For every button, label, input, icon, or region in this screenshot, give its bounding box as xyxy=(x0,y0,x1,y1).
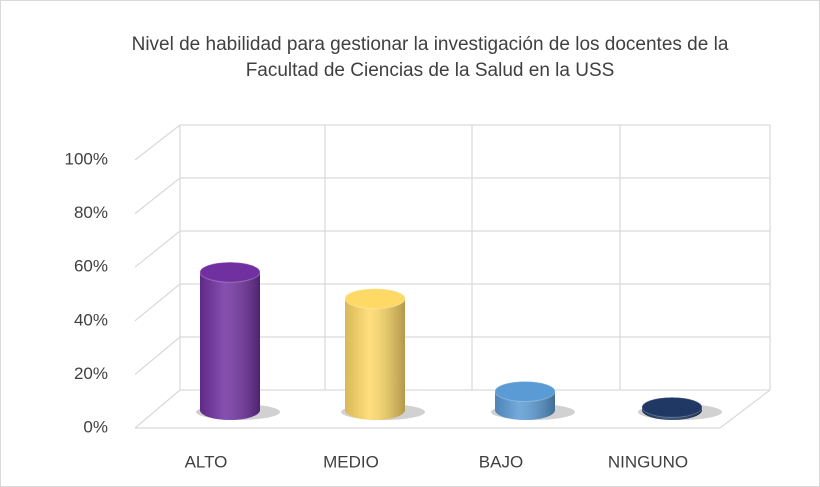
y-tick-label: 20% xyxy=(74,364,108,383)
y-tick-label: 40% xyxy=(74,310,108,329)
x-tick-label: MEDIO xyxy=(323,452,379,471)
x-tick-label: BAJO xyxy=(479,452,523,471)
x-tick-label: NINGUNO xyxy=(608,452,688,471)
bar-shading xyxy=(345,288,405,420)
y-tick-label: 0% xyxy=(83,417,108,436)
chart-title: Nivel de habilidad para gestionar la inv… xyxy=(131,34,729,81)
bar-top xyxy=(344,288,406,310)
grid-line xyxy=(134,283,181,322)
y-tick-label: 60% xyxy=(74,257,108,276)
walls xyxy=(135,125,771,429)
y-tick-label: 80% xyxy=(74,203,108,222)
grid-line xyxy=(134,230,181,268)
x-tick-label: ALTO xyxy=(185,452,228,471)
grid-line xyxy=(134,389,181,429)
bar-top xyxy=(199,261,261,283)
bar-top xyxy=(641,396,703,418)
bar-shading xyxy=(200,262,260,420)
y-tick-label: 100% xyxy=(65,149,108,168)
bar-top xyxy=(494,380,556,402)
grid-line xyxy=(134,336,181,375)
grid-line xyxy=(134,177,181,215)
grid-line xyxy=(134,124,181,161)
